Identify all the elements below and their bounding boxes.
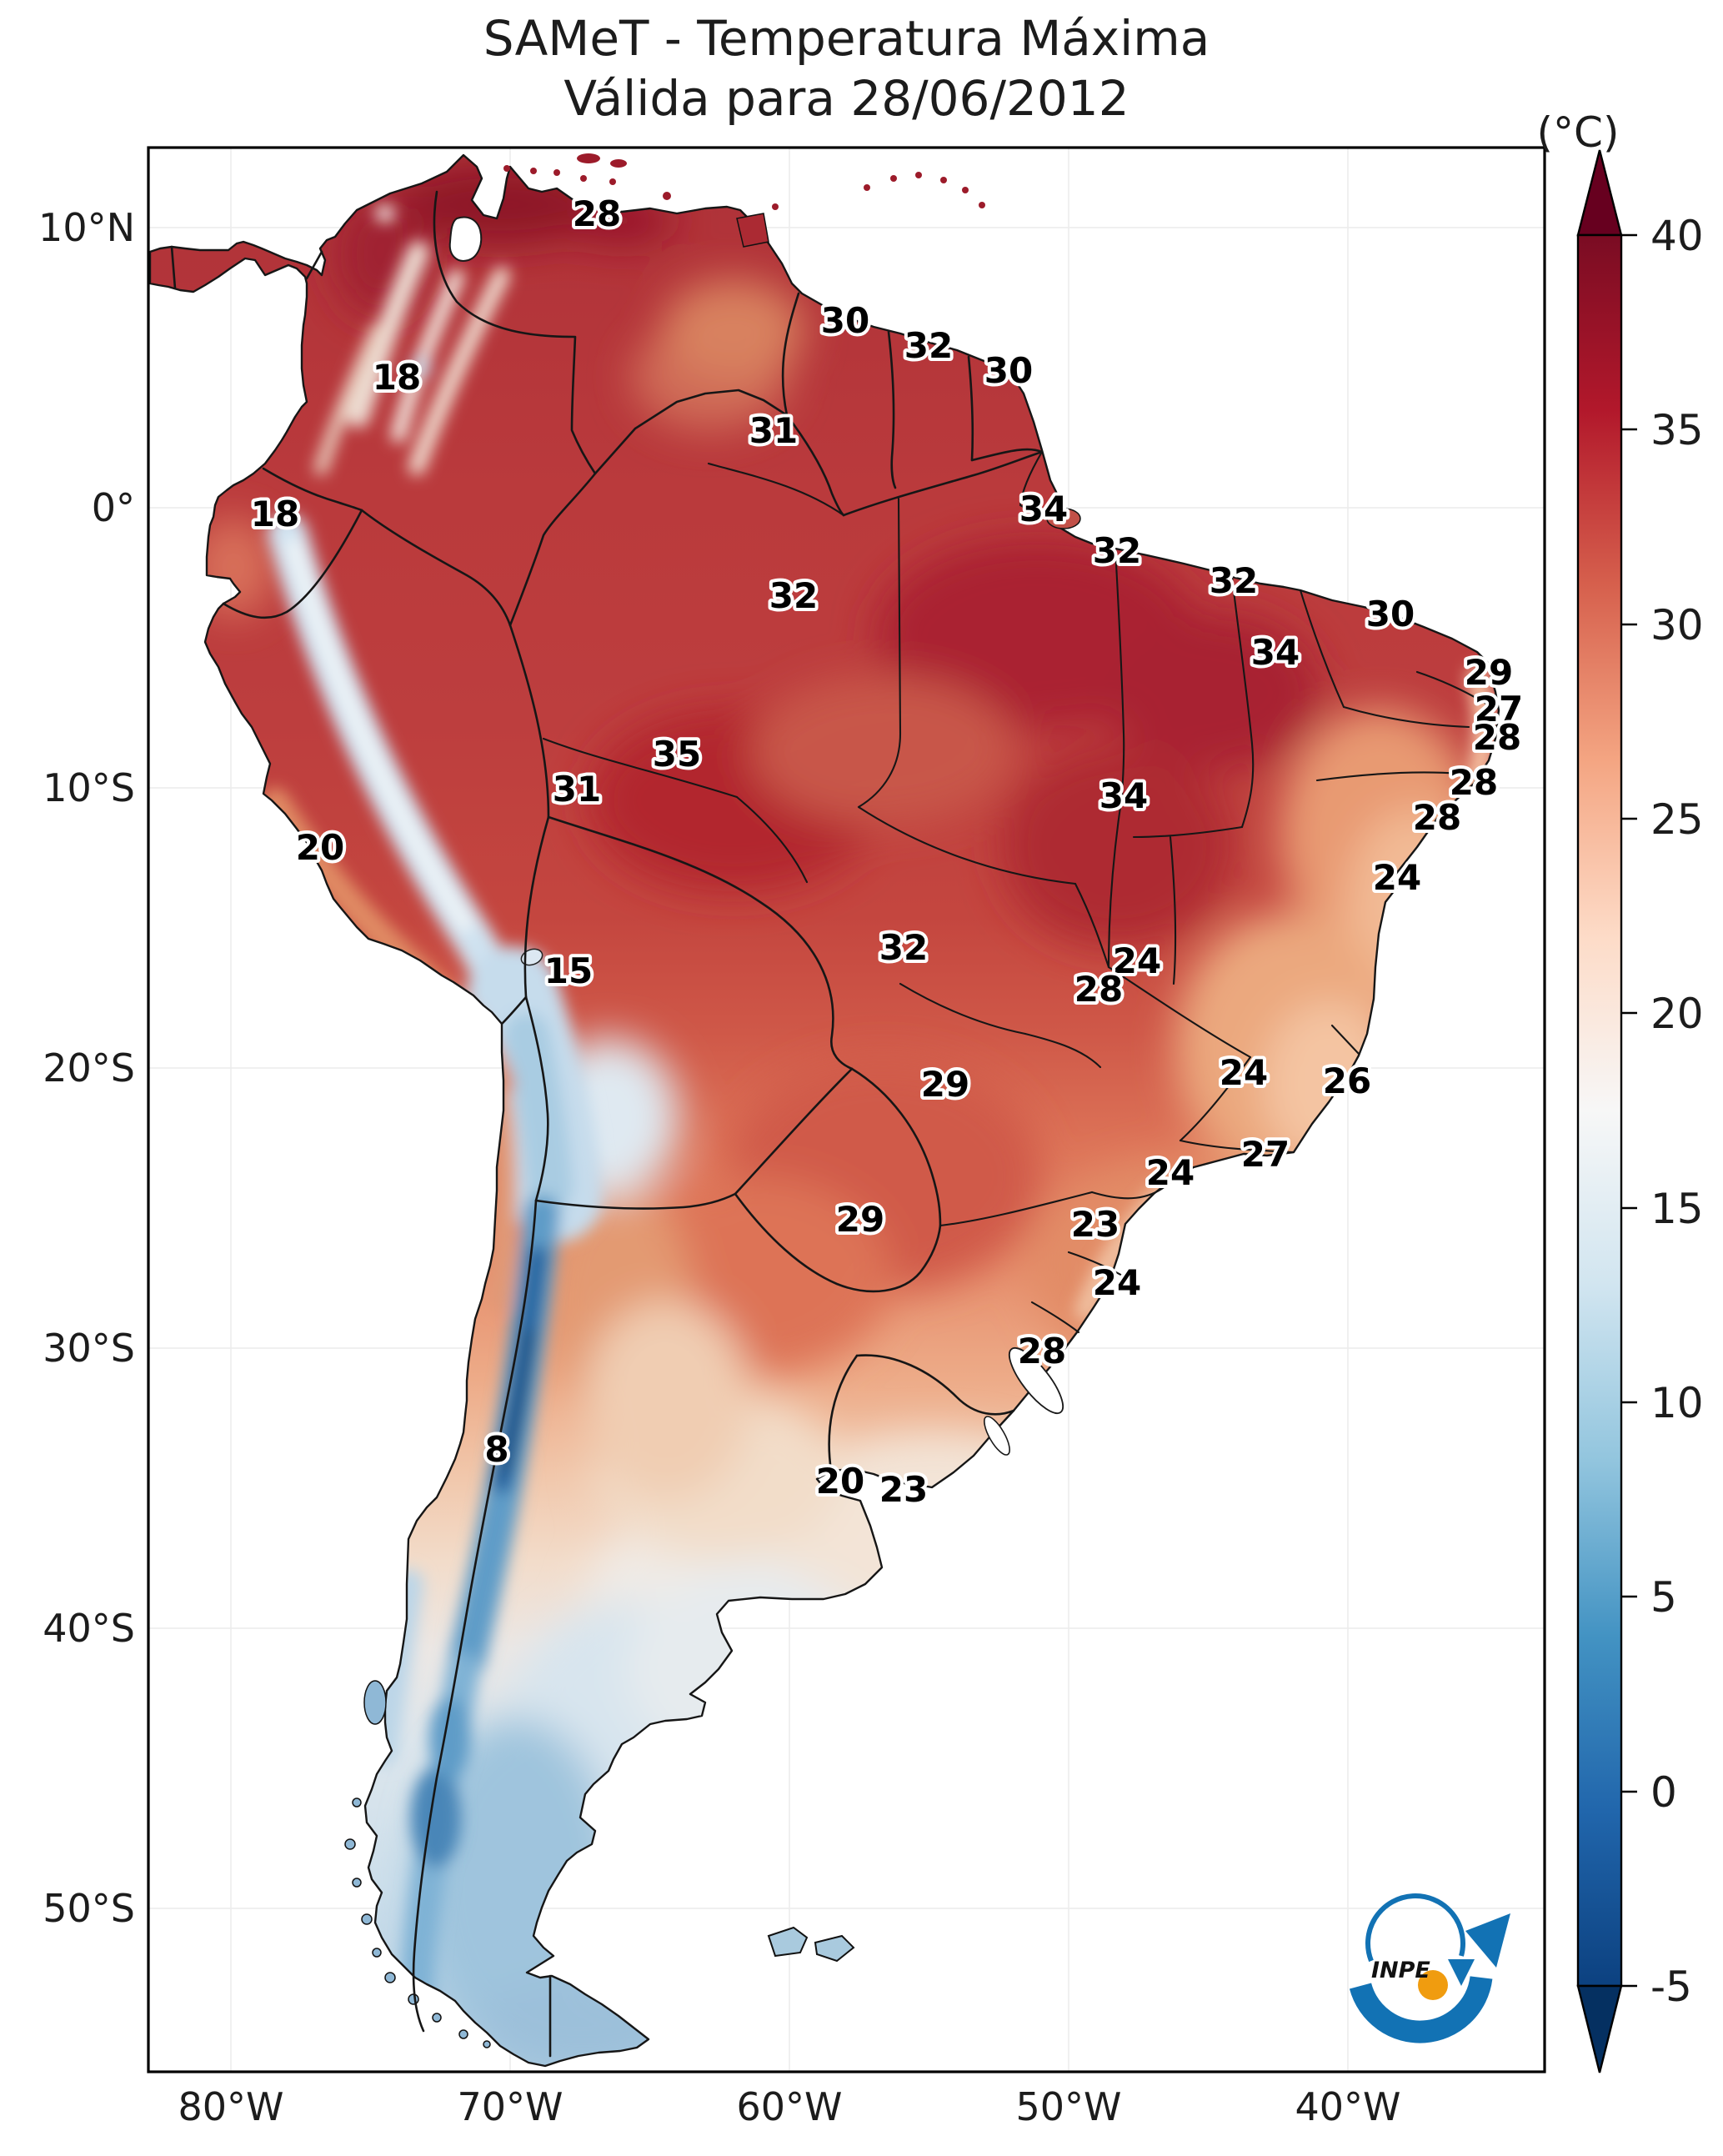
- colorbar-unit: (°C): [1537, 108, 1620, 157]
- cbar-label-25: 25: [1650, 795, 1704, 844]
- temp-label-la-paz: 15: [544, 950, 593, 991]
- lat-tick-40s: 40°S: [43, 1606, 135, 1651]
- temp-label-montevideo: 23: [879, 1469, 928, 1510]
- lat-tick-20s: 20°S: [43, 1045, 135, 1091]
- temp-label-teresina: 34: [1251, 632, 1300, 673]
- temp-label-rio-branco: 31: [553, 769, 601, 810]
- lagoa-dos-patos: [1008, 1347, 1064, 1414]
- temp-label-campo-grande: 29: [921, 1064, 969, 1105]
- lat-tick-10s: 10°S: [43, 765, 135, 810]
- country-borders: [170, 190, 1044, 2058]
- temp-label-maceio: 28: [1450, 762, 1498, 803]
- temp-label-quito: 18: [251, 494, 299, 534]
- colorbar-ticks: [1621, 233, 1637, 1988]
- temp-label-rio-de-janeiro: 27: [1241, 1134, 1290, 1175]
- lat-tick-50s: 50°S: [43, 1886, 135, 1931]
- cbar-label-minus5: -5: [1650, 1963, 1692, 2011]
- temp-label-belo-horizonte: 24: [1220, 1052, 1268, 1093]
- inpe-logo-swoosh: [1349, 1975, 1493, 2043]
- colorbar: (°C) 40 35 30 25 20: [1537, 108, 1704, 2073]
- cbar-label-35: 35: [1650, 406, 1704, 454]
- temperature-field: [148, 153, 1500, 2068]
- islands-and-lakes: [344, 153, 1081, 2048]
- temp-label-porto-velho: 35: [653, 734, 701, 775]
- inpe-logo-text: INPE: [1371, 1958, 1430, 1983]
- colorbar-under-arrow: [1576, 1984, 1623, 2073]
- temp-label-curitiba: 23: [1071, 1204, 1119, 1245]
- cbar-label-30: 30: [1650, 601, 1704, 649]
- state-borders: [542, 450, 1490, 1334]
- lon-tick-70w: 70°W: [457, 2084, 563, 2129]
- longitude-axis: 80°W 70°W 60°W 50°W 40°W: [178, 2084, 1400, 2129]
- inpe-logo: INPE: [1349, 1893, 1510, 2043]
- temp-label-salvador: 24: [1373, 857, 1421, 898]
- inpe-logo-up-arrowhead: [1465, 1913, 1510, 1968]
- station-temperature-labels: 28 18 18 30 32 30 31 34 32 32 30 32 34 2…: [248, 190, 1526, 1513]
- temp-label-boa-vista: 31: [749, 410, 798, 451]
- lon-tick-50w: 50°W: [1015, 2084, 1121, 2129]
- lon-tick-40w: 40°W: [1295, 2084, 1400, 2129]
- temp-label-brasilia: 24: [1113, 940, 1161, 981]
- lake-maracaibo: [448, 216, 483, 262]
- chilean-fjord-islands: [344, 1680, 491, 2048]
- temp-label-sao-paulo: 24: [1146, 1152, 1195, 1193]
- cbar-label-40: 40: [1650, 212, 1704, 260]
- temp-label-caracas: 28: [573, 193, 621, 234]
- trinidad-island: [736, 213, 769, 248]
- temp-label-sao-luis: 32: [1210, 560, 1258, 601]
- marajo-island: [1046, 508, 1081, 529]
- temp-label-fortaleza: 30: [1366, 594, 1415, 634]
- temp-label-macapa: 34: [1019, 489, 1068, 529]
- temp-label-palmas: 34: [1099, 775, 1148, 816]
- falkland-east: [814, 1934, 855, 1963]
- temp-label-belem: 32: [1093, 530, 1141, 571]
- lat-tick-30s: 30°S: [43, 1326, 135, 1371]
- temp-label-joao-pessoa: 27: [1475, 689, 1523, 730]
- temp-label-bogota: 18: [373, 357, 421, 398]
- temp-label-natal: 29: [1465, 652, 1513, 693]
- lat-tick-0: 0°: [92, 485, 135, 530]
- temp-label-georgetown: 30: [821, 300, 869, 341]
- map-frame: [147, 146, 1546, 2073]
- temp-label-asuncion: 29: [836, 1199, 884, 1240]
- temp-label-santiago: 8: [484, 1429, 508, 1470]
- title-line-2: Válida para 28/06/2012: [563, 70, 1129, 127]
- temp-label-recife: 28: [1473, 717, 1521, 758]
- cbar-label-15: 15: [1650, 1185, 1704, 1233]
- colorbar-over-arrow: [1576, 149, 1623, 237]
- lon-tick-60w: 60°W: [736, 2084, 842, 2129]
- temp-label-cayenne: 30: [984, 350, 1033, 391]
- temp-label-aracaju: 28: [1413, 797, 1461, 838]
- cbar-label-10: 10: [1650, 1379, 1704, 1427]
- temp-label-manaus: 32: [769, 575, 818, 616]
- temp-label-vitoria: 26: [1323, 1060, 1371, 1101]
- temp-label-porto-alegre: 28: [1018, 1331, 1066, 1371]
- temp-label-buenos-aires: 20: [816, 1461, 864, 1502]
- lake-titicaca: [520, 948, 543, 966]
- inpe-logo-down-arrow: [1448, 1959, 1475, 1986]
- temp-label-paramaribo: 32: [904, 325, 953, 366]
- colorbar-gradient-bar: [1576, 233, 1623, 1988]
- cbar-label-5: 5: [1650, 1573, 1677, 1622]
- temp-label-goiania: 28: [1074, 969, 1123, 1010]
- temp-label-lima: 20: [296, 827, 344, 868]
- inpe-logo-orange-dot: [1418, 1970, 1448, 2000]
- colorbar-tick-labels: 40 35 30 25 20 15 10 5 0 -5: [1650, 212, 1704, 2011]
- caribbean-islands: [503, 153, 985, 210]
- lagoa-mirim: [984, 1416, 1010, 1456]
- falkland-west: [767, 1926, 809, 1958]
- figure-title: SAMeT - Temperatura Máxima Válida para 2…: [148, 8, 1545, 128]
- title-line-1: SAMeT - Temperatura Máxima: [483, 10, 1210, 67]
- temp-label-florianopolis: 24: [1093, 1262, 1141, 1303]
- lat-tick-10n: 10°N: [38, 205, 135, 250]
- cbar-label-20: 20: [1650, 990, 1704, 1038]
- lon-tick-80w: 80°W: [178, 2084, 283, 2129]
- latitude-axis: 10°N 0° 10°S 20°S 30°S 40°S 50°S: [38, 205, 135, 1931]
- inpe-logo-thin-orbit: [1365, 1893, 1465, 1963]
- temp-label-cuiaba: 32: [879, 927, 928, 968]
- cbar-label-0: 0: [1650, 1768, 1677, 1817]
